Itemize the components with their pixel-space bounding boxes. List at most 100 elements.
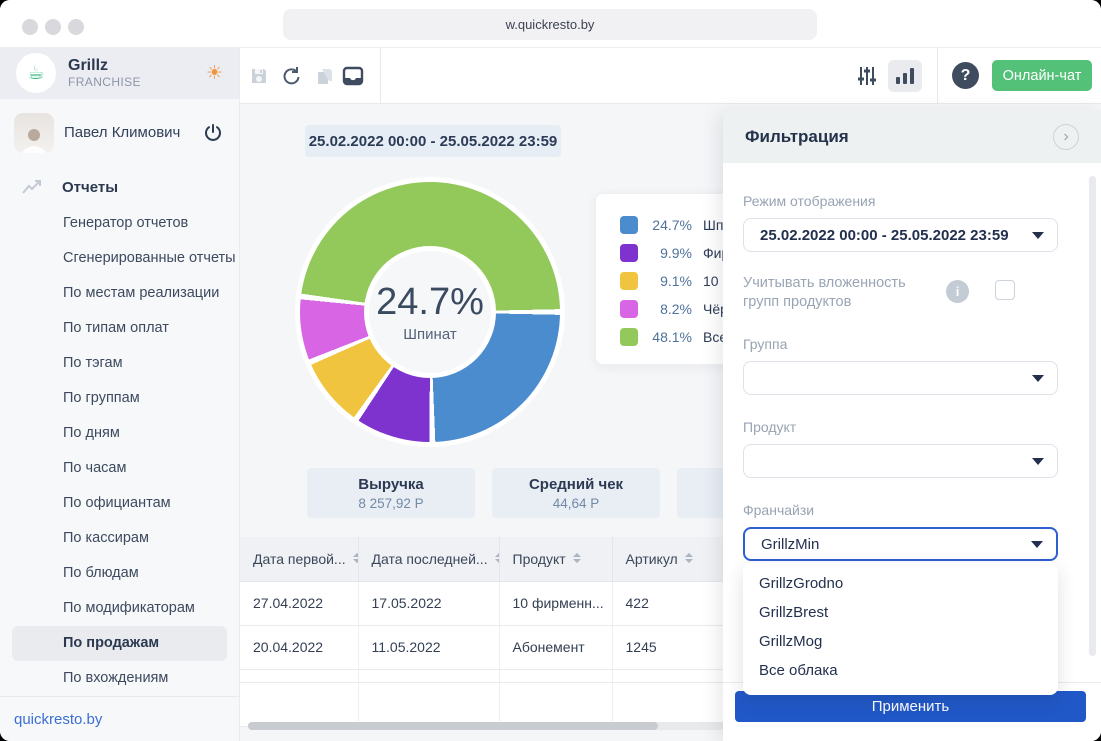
- filter-panel-title: Фильтрация: [745, 126, 849, 146]
- table-cell: Абонемент: [499, 625, 613, 670]
- legend-item[interactable]: 24.7% Шпи: [620, 211, 799, 239]
- product-select[interactable]: [743, 444, 1058, 478]
- sales-table: Дата первой... Дата последней... Продукт Ар…: [240, 537, 728, 727]
- column-header[interactable]: Продукт: [499, 537, 613, 582]
- legend-item[interactable]: 8.2% Чёр: [620, 295, 799, 323]
- save-icon[interactable]: [248, 65, 270, 87]
- user-row: Павел Климович: [0, 99, 239, 163]
- empty-table-row: [240, 669, 728, 683]
- franchise-dropdown: GrillzGrodno GrillzBrest GrillzMog Все обла…: [743, 563, 1058, 695]
- table-cell: [612, 682, 728, 727]
- collapse-panel-chevron-icon[interactable]: ›: [1053, 123, 1079, 150]
- nav-section-reports[interactable]: Отчеты: [0, 163, 239, 204]
- bar-chart-view-button[interactable]: [888, 60, 922, 92]
- trending-up-icon: [22, 180, 41, 195]
- sidebar-item[interactable]: По типам оплат: [63, 319, 169, 336]
- bar-chart-icon: [896, 77, 900, 84]
- sort-icon[interactable]: [684, 552, 693, 563]
- dropdown-option[interactable]: GrillzGrodno: [759, 575, 844, 592]
- sort-icon[interactable]: [352, 552, 357, 563]
- filter-panel-header: Фильтрация ›: [723, 110, 1101, 163]
- filter-sliders-icon[interactable]: [856, 65, 878, 87]
- table-cell: [499, 669, 613, 683]
- address-bar[interactable]: w.quickresto.by: [283, 9, 817, 40]
- browser-chrome: w.quickresto.by: [0, 0, 1101, 48]
- franchise-label: Франчайзи: [743, 502, 815, 518]
- sidebar-item[interactable]: По блюдам: [63, 564, 139, 581]
- caret-down-icon: [1032, 375, 1044, 382]
- legend-swatch: [620, 300, 638, 318]
- horizontal-scrollbar[interactable]: [248, 722, 725, 730]
- metric-value: 44,64 Р: [552, 495, 600, 511]
- table-row[interactable]: 27.04.2022 17.05.2022 10 фирменн... 422: [240, 581, 728, 626]
- caret-down-icon: [1031, 541, 1043, 548]
- empty-table-row: [240, 682, 728, 727]
- quickresto-link[interactable]: quickresto.by: [14, 710, 103, 728]
- table-cell: [358, 669, 500, 683]
- avatar: [14, 112, 54, 153]
- logout-power-icon[interactable]: [203, 123, 223, 143]
- dropdown-option[interactable]: GrillzBrest: [759, 604, 829, 621]
- sidebar-item[interactable]: Генератор отчетов: [63, 214, 189, 231]
- column-header[interactable]: Дата последней...: [358, 537, 500, 582]
- table-cell: 20.04.2022: [240, 625, 359, 670]
- sidebar-item[interactable]: По тэгам: [63, 354, 123, 371]
- display-mode-select[interactable]: 25.02.2022 00:00 - 25.05.2022 23:59: [743, 218, 1058, 252]
- metric-card-revenue: Выручка 8 257,92 Р: [307, 468, 475, 518]
- legend-swatch: [620, 272, 638, 290]
- scrollbar-thumb[interactable]: [248, 722, 658, 730]
- display-mode-value: 25.02.2022 00:00 - 25.05.2022 23:59: [760, 226, 1009, 244]
- franchise-value: GrillzMin: [761, 535, 820, 553]
- sidebar-item[interactable]: По группам: [63, 389, 140, 406]
- help-question-icon[interactable]: ?: [952, 62, 979, 89]
- window-minimize-button[interactable]: [45, 19, 61, 35]
- info-icon[interactable]: i: [946, 280, 969, 303]
- vertical-scrollbar[interactable]: [1089, 176, 1096, 656]
- column-header[interactable]: Дата первой...: [240, 537, 359, 582]
- inbox-tray-icon[interactable]: [342, 65, 364, 87]
- brand-name: Grillz: [68, 57, 109, 75]
- sidebar-item[interactable]: По модификаторам: [63, 599, 195, 616]
- theme-sun-icon[interactable]: ☀: [205, 62, 223, 84]
- legend-label: Все: [703, 329, 728, 345]
- legend-item[interactable]: 9.9% Фир: [620, 239, 799, 267]
- window-close-button[interactable]: [22, 19, 38, 35]
- sort-icon[interactable]: [494, 552, 498, 563]
- franchise-select[interactable]: GrillzMin: [743, 527, 1058, 561]
- nav-section-label: Отчеты: [62, 178, 119, 196]
- copy-icon[interactable]: [314, 65, 336, 87]
- nesting-checkbox[interactable]: [995, 280, 1015, 300]
- sidebar-nav: Генератор отчетов Сгенерированные отчеты П…: [0, 204, 239, 696]
- main-content: ? Онлайн-чат 25.02.2022 00:00 - 25.05.20…: [240, 48, 1101, 741]
- sidebar-item[interactable]: Сгенерированные отчеты: [63, 249, 236, 266]
- user-name: Павел Климович: [64, 124, 181, 142]
- apply-button[interactable]: Применить: [735, 691, 1086, 722]
- sort-icon[interactable]: [572, 552, 581, 563]
- sidebar-item[interactable]: По продажам: [12, 625, 227, 661]
- dropdown-option[interactable]: Все облака: [759, 662, 838, 679]
- window-zoom-button[interactable]: [68, 19, 84, 35]
- legend-swatch: [620, 216, 638, 234]
- legend-item[interactable]: 48.1% Все: [620, 323, 799, 351]
- caret-down-icon: [1032, 232, 1044, 239]
- legend-percent: 9.9%: [660, 245, 692, 261]
- group-select[interactable]: [743, 361, 1058, 395]
- online-chat-button[interactable]: Онлайн-чат: [992, 60, 1092, 91]
- brand-subtitle: FRANCHISE: [68, 75, 141, 90]
- sidebar-item[interactable]: По часам: [63, 459, 127, 476]
- sidebar-item[interactable]: По официантам: [63, 494, 171, 511]
- column-header[interactable]: Артикул: [612, 537, 728, 582]
- sidebar-item[interactable]: По местам реализации: [63, 284, 220, 301]
- sidebar-item[interactable]: По кассирам: [63, 529, 149, 546]
- table-cell: [499, 682, 613, 727]
- dropdown-option[interactable]: GrillzMog: [759, 633, 823, 650]
- nesting-label: Учитывать вложенность групп продуктов: [743, 275, 906, 310]
- table-row[interactable]: 20.04.2022 11.05.2022 Абонемент 1245: [240, 625, 728, 670]
- table-cell: 422: [612, 581, 728, 626]
- donut-chart[interactable]: 24.7% Шпинат: [300, 182, 560, 442]
- group-label: Группа: [743, 336, 788, 352]
- sidebar-item[interactable]: По дням: [63, 424, 120, 441]
- sidebar-item[interactable]: По вхождениям: [63, 669, 169, 686]
- refresh-icon[interactable]: [280, 65, 302, 87]
- table-cell: [612, 669, 728, 683]
